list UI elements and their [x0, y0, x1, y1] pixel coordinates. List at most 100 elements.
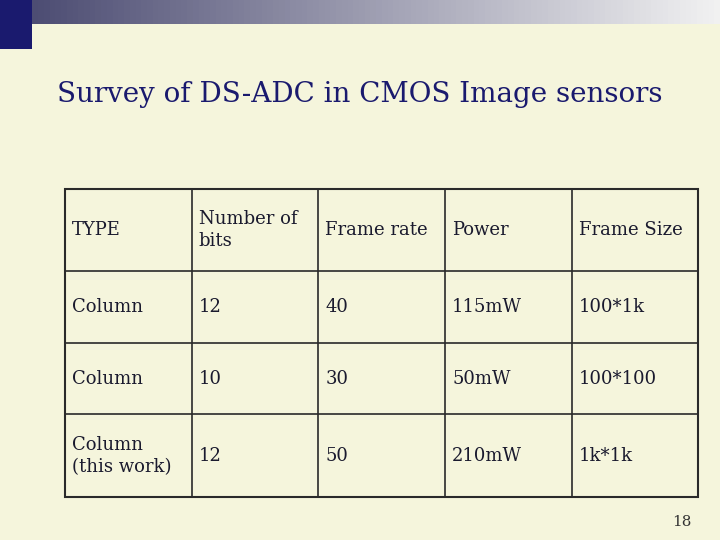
Bar	[336, 0, 343, 24]
Bar	[158, 0, 165, 24]
Bar	[193, 0, 199, 24]
Bar	[354, 0, 360, 24]
Bar	[55, 0, 62, 24]
Bar	[256, 0, 262, 24]
Bar	[497, 0, 503, 24]
Bar	[491, 0, 498, 24]
Bar	[697, 0, 703, 24]
Bar	[290, 0, 297, 24]
Bar	[50, 0, 56, 24]
Bar	[348, 0, 354, 24]
Bar	[439, 0, 446, 24]
Bar	[646, 0, 652, 24]
Bar	[279, 0, 285, 24]
Bar	[147, 0, 153, 24]
Bar	[588, 0, 595, 24]
Bar	[107, 0, 113, 24]
Bar	[617, 0, 624, 24]
Bar	[714, 0, 720, 24]
Bar	[565, 0, 572, 24]
Bar	[101, 0, 107, 24]
Bar	[296, 0, 302, 24]
Bar	[548, 0, 554, 24]
Text: Survey of DS-ADC in CMOS Image sensors: Survey of DS-ADC in CMOS Image sensors	[58, 81, 662, 108]
Bar	[210, 0, 217, 24]
Bar	[38, 0, 45, 24]
Bar	[514, 0, 520, 24]
Text: 40: 40	[325, 298, 348, 316]
Bar	[594, 0, 600, 24]
Bar	[61, 0, 68, 24]
Bar	[674, 0, 680, 24]
Bar	[703, 0, 709, 24]
Bar	[708, 0, 715, 24]
Text: Frame rate: Frame rate	[325, 221, 428, 239]
Bar	[112, 0, 119, 24]
Bar	[359, 0, 366, 24]
Text: 50: 50	[325, 447, 348, 464]
Bar	[474, 0, 480, 24]
Bar	[342, 0, 348, 24]
Bar	[399, 0, 405, 24]
Bar	[371, 0, 377, 24]
Bar	[657, 0, 663, 24]
Text: 12: 12	[199, 298, 222, 316]
Bar	[410, 0, 417, 24]
Bar	[542, 0, 549, 24]
Bar	[222, 0, 228, 24]
Bar	[181, 0, 188, 24]
Bar	[393, 0, 400, 24]
Bar	[456, 0, 463, 24]
Bar	[428, 0, 434, 24]
Bar	[187, 0, 194, 24]
Text: Power: Power	[452, 221, 509, 239]
Bar	[118, 0, 125, 24]
Bar	[216, 0, 222, 24]
Bar	[416, 0, 423, 24]
Bar	[302, 0, 308, 24]
Text: Frame Size: Frame Size	[579, 221, 683, 239]
Bar	[233, 0, 240, 24]
Text: 1k*1k: 1k*1k	[579, 447, 633, 464]
Text: 18: 18	[672, 515, 691, 529]
Bar	[199, 0, 205, 24]
Bar	[582, 0, 589, 24]
Bar	[652, 0, 657, 24]
Bar	[124, 0, 130, 24]
Bar	[559, 0, 566, 24]
Bar	[250, 0, 256, 24]
Bar	[376, 0, 382, 24]
Bar	[96, 0, 102, 24]
Bar	[164, 0, 171, 24]
Bar	[611, 0, 618, 24]
Text: Column: Column	[72, 298, 143, 316]
Bar	[468, 0, 474, 24]
Bar	[629, 0, 635, 24]
Bar	[330, 0, 337, 24]
Bar	[44, 0, 50, 24]
Text: 115mW: 115mW	[452, 298, 522, 316]
Bar	[422, 0, 428, 24]
Bar	[319, 0, 325, 24]
Bar	[261, 0, 268, 24]
Text: 100*1k: 100*1k	[579, 298, 645, 316]
Bar	[680, 0, 686, 24]
Text: Column
(this work): Column (this work)	[72, 436, 171, 476]
Bar	[519, 0, 526, 24]
Bar	[176, 0, 182, 24]
Bar	[536, 0, 543, 24]
Bar	[554, 0, 560, 24]
Text: 10: 10	[199, 370, 222, 388]
Bar	[0, 0, 32, 49]
Bar	[606, 0, 612, 24]
Bar	[382, 0, 388, 24]
Bar	[273, 0, 279, 24]
Bar	[462, 0, 469, 24]
Text: 210mW: 210mW	[452, 447, 522, 464]
Bar	[623, 0, 629, 24]
Text: Number of
bits: Number of bits	[199, 210, 297, 250]
Text: 100*100: 100*100	[579, 370, 657, 388]
Bar	[73, 0, 79, 24]
Bar	[204, 0, 211, 24]
Bar	[668, 0, 675, 24]
